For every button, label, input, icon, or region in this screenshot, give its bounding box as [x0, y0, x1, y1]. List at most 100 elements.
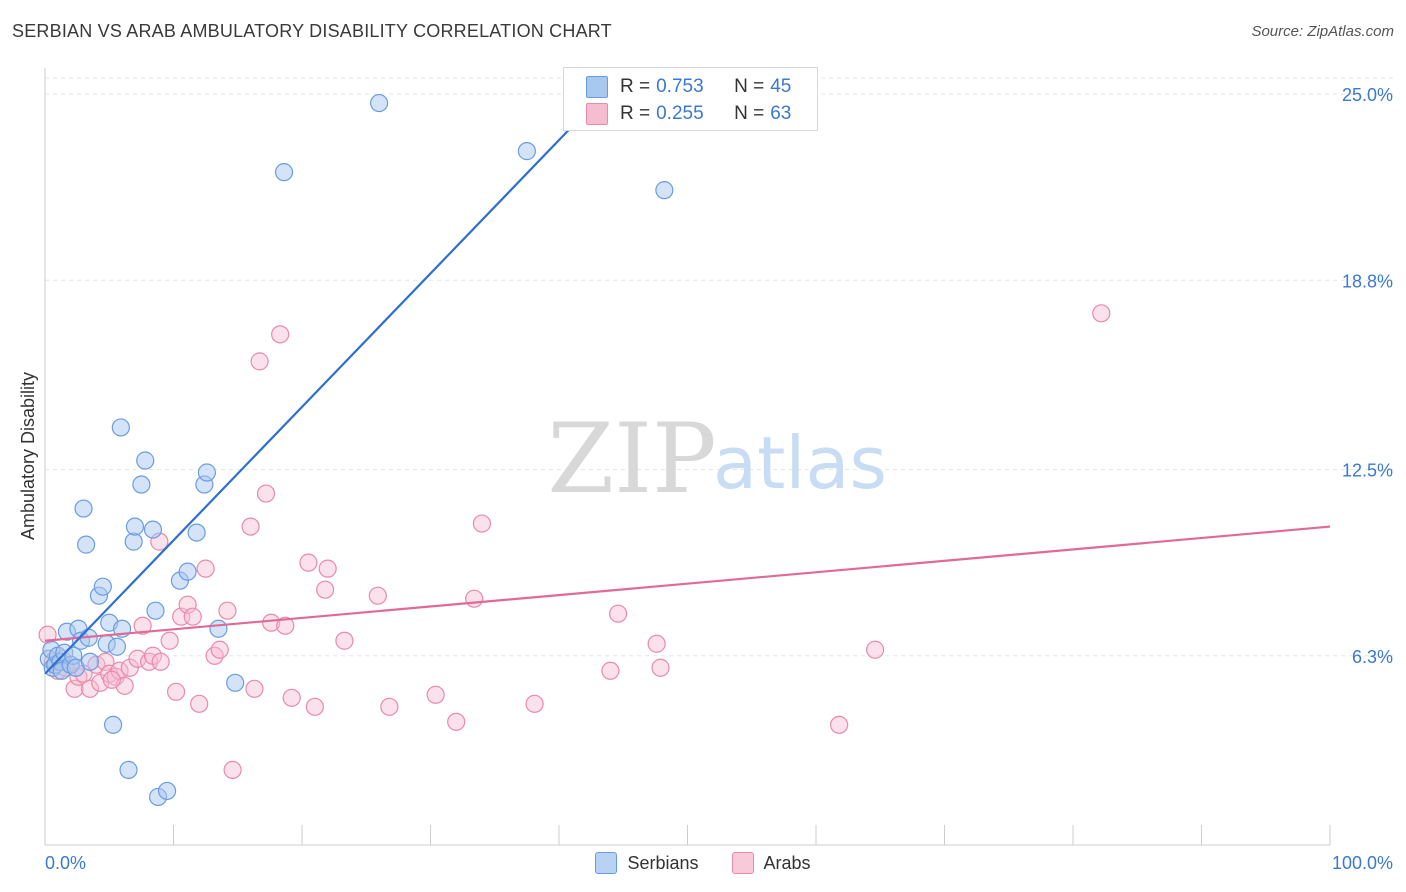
x-tick-label-min: 0.0% — [45, 853, 86, 873]
arab-point — [472, 514, 491, 533]
serbian-point — [146, 601, 165, 620]
arab-point — [128, 649, 147, 668]
arab-point — [647, 634, 666, 653]
arab-point — [830, 715, 849, 734]
legend-item-serbians[interactable]: Serbians — [595, 852, 699, 874]
arab-point — [335, 631, 354, 650]
arab-point — [380, 697, 399, 716]
trend-lines — [44, 99, 1331, 675]
arab-point — [271, 325, 290, 344]
arab-trend-line — [44, 525, 1331, 642]
r-value: 0.255 — [656, 103, 704, 124]
serbian-point — [107, 637, 127, 656]
n-value: 63 — [770, 103, 792, 124]
arab-point — [151, 652, 170, 671]
serbian-point — [143, 520, 163, 539]
r-value: 0.753 — [656, 76, 704, 97]
serbian-point — [197, 463, 217, 482]
bottom-legend: Serbians Arabs — [0, 852, 1406, 879]
arab-point — [316, 580, 335, 599]
serbian-point — [125, 517, 145, 536]
arab-point — [318, 559, 337, 578]
serbian-point — [187, 523, 206, 542]
n-label: N = — [734, 76, 765, 97]
serbian-point — [274, 163, 294, 182]
serbian-points — [39, 93, 674, 807]
arab-point — [601, 661, 620, 680]
arab-point — [190, 694, 209, 713]
serbian-point — [74, 499, 93, 518]
legend-item-arabs[interactable]: Arabs — [731, 852, 811, 874]
legend-label-arabs: Arabs — [763, 852, 811, 873]
arab-point — [282, 688, 301, 707]
arab-point — [178, 595, 197, 614]
y-tick-labels: 6.3% 12.5% 18.8% 25.0% — [1342, 85, 1393, 667]
serbian-point — [136, 451, 155, 470]
serbian-trend-line — [44, 99, 599, 675]
arab-point — [210, 640, 229, 659]
arab-point — [525, 694, 544, 713]
arab-point — [250, 352, 269, 371]
serbian-point — [370, 93, 389, 113]
arab-point — [609, 604, 628, 623]
y-tick-label: 6.3% — [1352, 647, 1393, 667]
arab-point — [65, 679, 84, 698]
correlation-legend: R = 0.753 N = 45 R = 0.255 N = 63 — [563, 67, 818, 131]
x-tick-label-max: 100.0% — [1332, 853, 1393, 873]
arab-point — [305, 697, 324, 716]
legend-label-serbians: Serbians — [627, 852, 699, 873]
arab-point — [368, 586, 387, 605]
arab-legend-swatch — [731, 852, 754, 874]
serbian-swatch — [586, 76, 608, 98]
legend-row-serbians: R = 0.753 N = 45 — [586, 75, 791, 99]
legend-row-arabs: R = 0.255 N = 63 — [586, 102, 791, 126]
serbian-point — [178, 562, 197, 581]
arab-point — [183, 607, 202, 626]
serbian-point — [104, 715, 123, 734]
serbian-point — [655, 181, 674, 200]
arab-point — [218, 601, 237, 620]
watermark-zip: ZIP — [547, 403, 716, 515]
serbian-point — [124, 532, 143, 551]
serbian-point — [111, 418, 130, 437]
arab-point — [465, 589, 484, 608]
arab-point — [223, 760, 242, 780]
arab-point — [133, 616, 152, 635]
n-label: N = — [734, 103, 765, 124]
y-axis-label: Ambulatory Disability — [18, 372, 38, 540]
axes — [44, 68, 1331, 846]
arab-point — [447, 712, 466, 731]
grid-lines — [45, 77, 1393, 657]
arab-point — [426, 685, 445, 704]
arab-point — [102, 670, 121, 689]
serbian-point — [77, 535, 96, 554]
arab-point — [262, 613, 281, 632]
arab-point — [299, 553, 318, 572]
chart-title: SERBIAN VS ARAB AMBULATORY DISABILITY CO… — [12, 21, 612, 41]
arab-points — [38, 304, 1111, 780]
arab-point — [651, 658, 670, 677]
serbian-point — [132, 475, 151, 494]
arab-swatch — [586, 103, 608, 125]
arab-point — [256, 484, 276, 503]
arab-point — [1092, 304, 1111, 323]
r-label: R = — [620, 103, 651, 124]
serbian-point — [517, 142, 536, 161]
arab-point — [276, 616, 295, 635]
r-label: R = — [620, 76, 651, 97]
serbian-point — [226, 673, 245, 692]
arab-point — [80, 679, 100, 698]
serbian-point — [93, 577, 112, 596]
watermark-atlas: atlas — [713, 421, 887, 505]
y-tick-label: 25.0% — [1342, 85, 1393, 105]
source-label: Source: ZipAtlas.com — [1251, 23, 1394, 40]
arab-point — [241, 517, 260, 536]
serbian-legend-swatch — [595, 852, 618, 874]
y-tick-label: 18.8% — [1342, 271, 1393, 291]
serbian-point — [209, 619, 228, 638]
arab-point — [196, 559, 215, 578]
serbian-point — [157, 781, 177, 801]
n-value: 45 — [770, 76, 792, 97]
serbian-point — [119, 760, 138, 780]
